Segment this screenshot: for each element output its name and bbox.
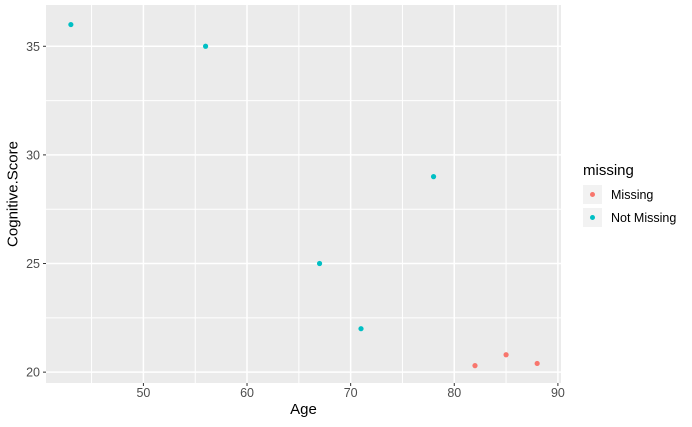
- plot-panel: [46, 5, 561, 383]
- legend-label-not-missing: Not Missing: [611, 210, 677, 225]
- data-point-missing: [534, 360, 540, 367]
- y-tick-label: 30: [26, 148, 40, 162]
- x-tick-label: 70: [344, 386, 358, 400]
- y-tick-label: 35: [26, 40, 40, 54]
- data-point-missing: [472, 363, 478, 369]
- y-tick-label: 20: [26, 366, 40, 380]
- x-tick-label: 60: [240, 386, 254, 400]
- legend-item-missing: Missing: [583, 185, 676, 204]
- data-point-missing: [503, 352, 509, 358]
- data-point-not-missing: [358, 326, 364, 332]
- data-point-not-missing: [202, 43, 209, 49]
- point-swatch-missing-icon: [590, 192, 595, 197]
- x-tick-label: 80: [447, 386, 461, 400]
- data-point-not-missing: [316, 260, 323, 267]
- point-swatch-not-missing-icon: [590, 215, 595, 220]
- data-point-not-missing: [68, 21, 74, 28]
- legend: missing Missing Not Missing: [583, 161, 676, 231]
- x-axis-title: Age: [290, 401, 317, 418]
- x-tick-label: 90: [551, 386, 565, 400]
- legend-label-missing: Missing: [611, 187, 654, 202]
- legend-key-not-missing: [583, 208, 602, 227]
- legend-key-missing: [583, 185, 602, 204]
- legend-item-not-missing: Not Missing: [583, 208, 676, 227]
- x-tick-label: 50: [136, 386, 150, 400]
- y-tick-label: 25: [26, 257, 40, 271]
- data-point-not-missing: [430, 174, 437, 180]
- y-axis-title: Cognitive.Score: [4, 141, 22, 247]
- legend-title: missing: [583, 162, 634, 179]
